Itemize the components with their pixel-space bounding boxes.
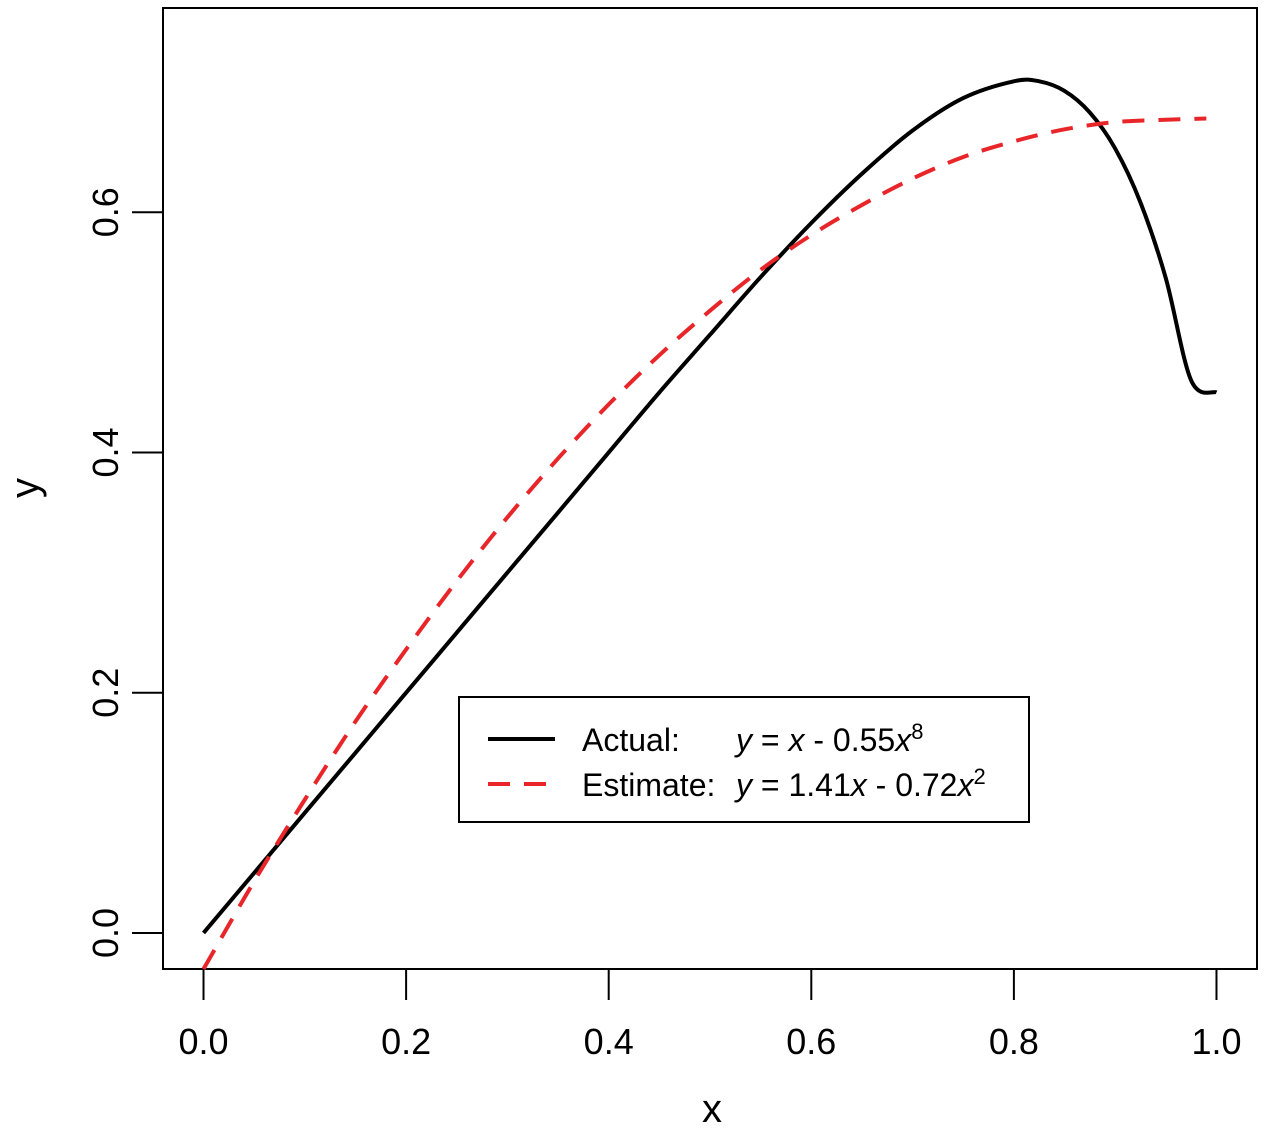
y-tick-label: 0.0 [85,908,126,958]
y-tick-label: 0.2 [85,668,126,718]
legend-formula-part: x [786,722,805,758]
legend-formula-part: x [849,767,868,803]
legend-label-actual: Actual: [582,722,680,758]
x-tick-label: 0.0 [178,1021,228,1062]
y-axis-title: y [3,478,47,498]
legend-formula-part: x [955,767,974,803]
legend-formula-actual: y = x - 0.55x8 [734,719,923,758]
legend-formula-part: = [752,722,788,758]
series-line-estimate [201,116,1207,970]
legend-formula-part: 2 [973,764,985,789]
series-line-actual [201,77,1218,935]
x-tick-label: 1.0 [1191,1021,1241,1062]
legend-formula-part: 8 [911,719,923,744]
x-tick-label: 0.6 [786,1021,836,1062]
y-tick-label: 0.6 [85,187,126,237]
legend-label-estimate: Estimate: [582,767,715,803]
legend-entry-actual: Actual: y = x - 0.55x8 [488,719,923,758]
x-axis: 0.0 0.2 0.4 0.6 0.8 1.0 [178,968,1242,1062]
legend-formula-part: - 0.72 [867,767,958,803]
y-axis: 0.0 0.2 0.4 0.6 [85,187,164,958]
legend-box [458,696,1030,823]
x-tick-label: 0.8 [989,1021,1039,1062]
x-axis-title: x [702,1087,722,1128]
legend: Actual: y = x - 0.55x8 Estimate: y = 1.4… [458,696,1030,823]
legend-formula-part: = 1.41 [752,767,851,803]
x-tick-label: 0.2 [381,1021,431,1062]
legend-entry-estimate: Estimate: y = 1.41x - 0.72x2 [488,764,986,803]
series-layer [201,77,1218,970]
legend-formula-part: - 0.55 [804,722,895,758]
legend-formula-part: y [734,722,754,758]
legend-formula-part: x [893,722,912,758]
y-tick-label: 0.4 [85,427,126,477]
legend-formula-part: y [734,767,754,803]
legend-formula-estimate: y = 1.41x - 0.72x2 [734,764,986,803]
plot-frame [162,7,1258,970]
x-tick-label: 0.4 [584,1021,634,1062]
